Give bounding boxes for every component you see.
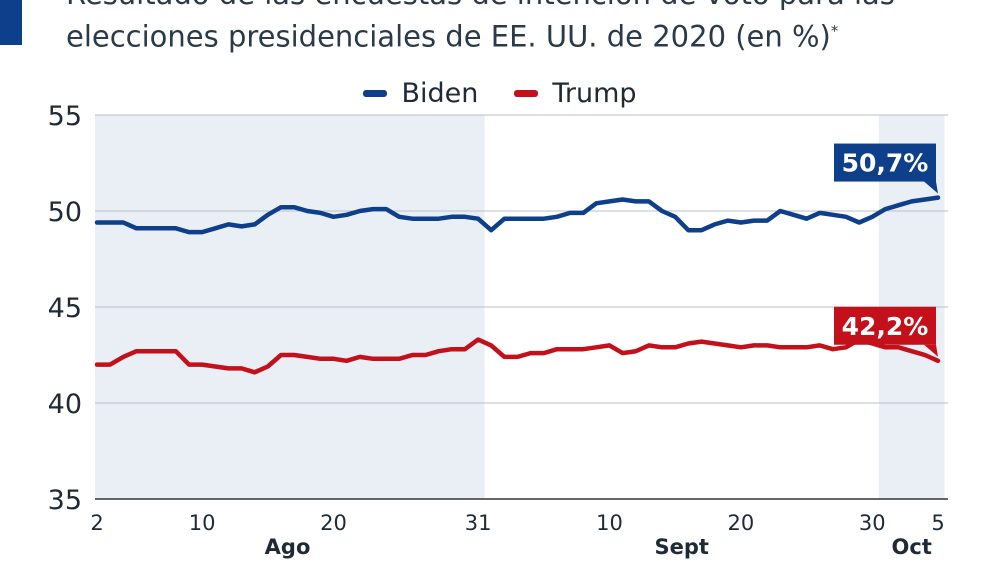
end-label-box-trump: [834, 306, 936, 345]
footnote-mark: *: [830, 22, 839, 40]
y-tick-label: 35: [48, 485, 82, 516]
title-accent-bar: [0, 0, 22, 45]
end-label-box-biden: [834, 143, 936, 182]
legend-item-biden: Biden: [363, 78, 478, 109]
y-tick-label: 55: [48, 101, 82, 132]
legend: Biden Trump: [0, 78, 1000, 109]
y-tick-label: 50: [48, 197, 82, 228]
x-tick-label: 2: [90, 511, 103, 535]
x-tick-label: 5: [931, 511, 944, 535]
x-tick-label: 20: [320, 511, 347, 535]
legend-swatch-biden: [363, 90, 388, 97]
chart-title-line-2-text: elecciones presidenciales de EE. UU. de …: [66, 19, 831, 54]
y-tick-label: 40: [48, 389, 82, 420]
chart-title-line-1: Resultado de las encuestas de intención …: [66, 0, 895, 13]
end-label-pointer-biden: [924, 181, 938, 194]
month-label: Ago: [265, 535, 311, 559]
x-tick-label: 10: [189, 511, 216, 535]
end-label-trump: 42,2%: [842, 312, 929, 341]
legend-label-trump: Trump: [552, 78, 637, 109]
month-label: Sept: [655, 535, 709, 559]
chart-title: Resultado de las encuestas de intención …: [66, 0, 895, 56]
month-label: Oct: [892, 535, 932, 559]
x-tick-label: 20: [728, 511, 755, 535]
y-tick-label: 45: [48, 293, 82, 324]
x-tick-label: 10: [596, 511, 623, 535]
legend-swatch-trump: [514, 90, 539, 97]
end-label-biden: 50,7%: [842, 149, 929, 178]
chart-title-line-2: elecciones presidenciales de EE. UU. de …: [66, 13, 895, 56]
end-label-pointer-trump: [924, 344, 938, 357]
legend-item-trump: Trump: [514, 78, 637, 109]
x-tick-label: 30: [859, 511, 886, 535]
x-tick-label: 31: [465, 511, 492, 535]
legend-label-biden: Biden: [401, 78, 479, 109]
